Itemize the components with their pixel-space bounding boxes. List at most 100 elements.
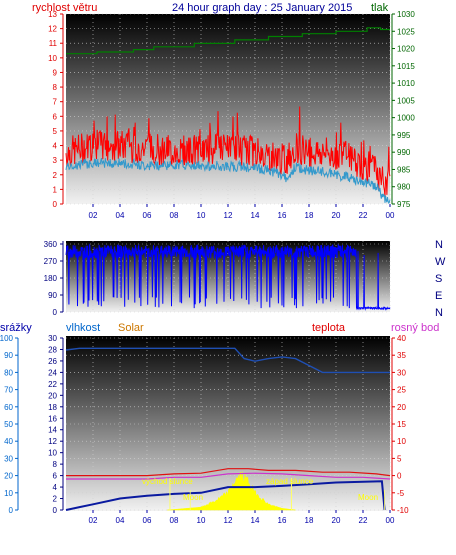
tick-label: 1000 — [397, 114, 415, 123]
tick-label: 06 — [143, 516, 152, 525]
temp-humidity-grid — [66, 337, 391, 511]
tick-label: 10 — [48, 449, 57, 458]
tick-label: 02 — [89, 211, 98, 220]
tick-label: 28 — [48, 345, 57, 354]
tick-label: 0 — [53, 308, 58, 317]
humidity-axis: 0 10 20 30 40 50 60 70 80 90 100 — [0, 334, 19, 515]
sunrise-annotation: východ slunce — [142, 477, 193, 486]
tick-label: 11 — [49, 39, 58, 48]
tick-label: 980 — [397, 183, 411, 192]
tick-label: 14 — [251, 516, 260, 525]
wind-speed-label: rychlost větru — [32, 2, 97, 14]
tick-label: 1015 — [397, 62, 415, 71]
moonset-annotation: Moon — [358, 493, 378, 502]
tick-label: 1020 — [397, 45, 415, 54]
tick-label: 20 — [332, 516, 341, 525]
tick-label: 90 — [48, 291, 57, 300]
tick-label: 08 — [170, 211, 179, 220]
pressure-line — [66, 27, 390, 55]
tick-label: 180 — [44, 274, 58, 283]
tick-label: 02 — [89, 516, 98, 525]
tick-label: 360 — [44, 240, 58, 249]
sun-moon-annotations: východ slunce západ slunce Moon Moon — [142, 477, 378, 502]
gust-line — [65, 106, 391, 198]
sunset-annotation: západ slunce — [266, 477, 314, 486]
tick-label: 1 — [53, 185, 58, 194]
compass-label: W — [435, 256, 446, 268]
wind-pressure-series — [65, 27, 391, 205]
tick-label: 995 — [397, 131, 411, 140]
tick-label: 0 — [9, 506, 14, 515]
tick-label: 20 — [4, 472, 13, 481]
tick-label: 04 — [116, 516, 125, 525]
tick-label: 12 — [48, 25, 57, 34]
rain-label: srážky — [0, 322, 32, 334]
tick-label: 16 — [48, 414, 57, 423]
tick-label: 90 — [4, 351, 13, 360]
tick-label: 40 — [397, 334, 406, 343]
tick-label: 990 — [397, 148, 411, 157]
tick-label: 70 — [4, 386, 13, 395]
tick-label: 985 — [397, 165, 411, 174]
tick-label: 12 — [48, 437, 57, 446]
temperature-line — [66, 468, 391, 477]
tick-label: 12 — [224, 516, 233, 525]
pressure-axis: 975 980 985 990 995 1000 1005 1010 1015 1020 1025 1… — [391, 10, 415, 209]
tick-label: 6 — [53, 112, 58, 121]
tick-label: 13 — [48, 10, 57, 19]
dewpoint-line — [66, 472, 391, 480]
tick-label: 975 — [397, 200, 411, 209]
rain-line — [65, 480, 386, 511]
tick-label: 08 — [170, 516, 179, 525]
compass-label: N — [435, 307, 443, 319]
tick-label: 00 — [386, 516, 395, 525]
tick-label: 5 — [397, 454, 402, 463]
tick-label: 22 — [359, 211, 368, 220]
moonrise-annotation: Moon — [183, 493, 203, 502]
tick-label: 20 — [397, 403, 406, 412]
tick-label: 0 — [53, 200, 58, 209]
tick-label: 20 — [332, 211, 341, 220]
tick-label: 3 — [53, 156, 58, 165]
tick-label: 18 — [48, 403, 57, 412]
tick-label: 10 — [4, 489, 13, 498]
tick-label: 2 — [53, 495, 58, 504]
tick-label: 1025 — [397, 27, 415, 36]
tick-label: 15 — [397, 420, 406, 429]
wind-direction-axis: 0 90 180 270 360 — [44, 240, 64, 317]
tick-label: 10 — [197, 211, 206, 220]
tick-label: 60 — [4, 403, 13, 412]
tick-label: 14 — [251, 211, 260, 220]
pressure-label: tlak — [371, 2, 389, 14]
tick-label: 12 — [224, 211, 233, 220]
compass-label: N — [435, 239, 443, 251]
compass-label: E — [435, 290, 442, 302]
solar-label: Solar — [118, 322, 144, 334]
temperature-label: teplota — [312, 322, 346, 334]
tick-label: 9 — [53, 68, 58, 77]
tick-label: -10 — [397, 506, 409, 515]
tick-label: 18 — [305, 211, 314, 220]
dewpoint-label: rosný bod — [391, 322, 439, 334]
tick-label: 10 — [397, 437, 406, 446]
temperature-axis: -10 -5 0 5 10 15 20 25 30 35 40 — [391, 334, 409, 515]
tick-label: 0 — [53, 506, 58, 515]
time-axis-top: 02 04 06 08 10 12 14 16 18 20 22 00 — [89, 204, 395, 220]
tick-label: 30 — [48, 334, 57, 343]
tick-label: 10 — [197, 516, 206, 525]
tick-label: 22 — [48, 380, 57, 389]
tick-label: 0 — [397, 472, 402, 481]
tick-label: 16 — [278, 211, 287, 220]
tick-label: 16 — [278, 516, 287, 525]
tick-label: 00 — [386, 211, 395, 220]
tick-label: 1005 — [397, 96, 415, 105]
tick-label: 1030 — [397, 10, 415, 19]
tick-label: 14 — [48, 426, 57, 435]
tick-label: 8 — [53, 460, 58, 469]
tick-label: 26 — [48, 357, 57, 366]
tick-label: 18 — [305, 516, 314, 525]
tick-label: -5 — [397, 489, 405, 498]
tick-label: 4 — [53, 142, 58, 151]
tick-label: 30 — [397, 368, 406, 377]
